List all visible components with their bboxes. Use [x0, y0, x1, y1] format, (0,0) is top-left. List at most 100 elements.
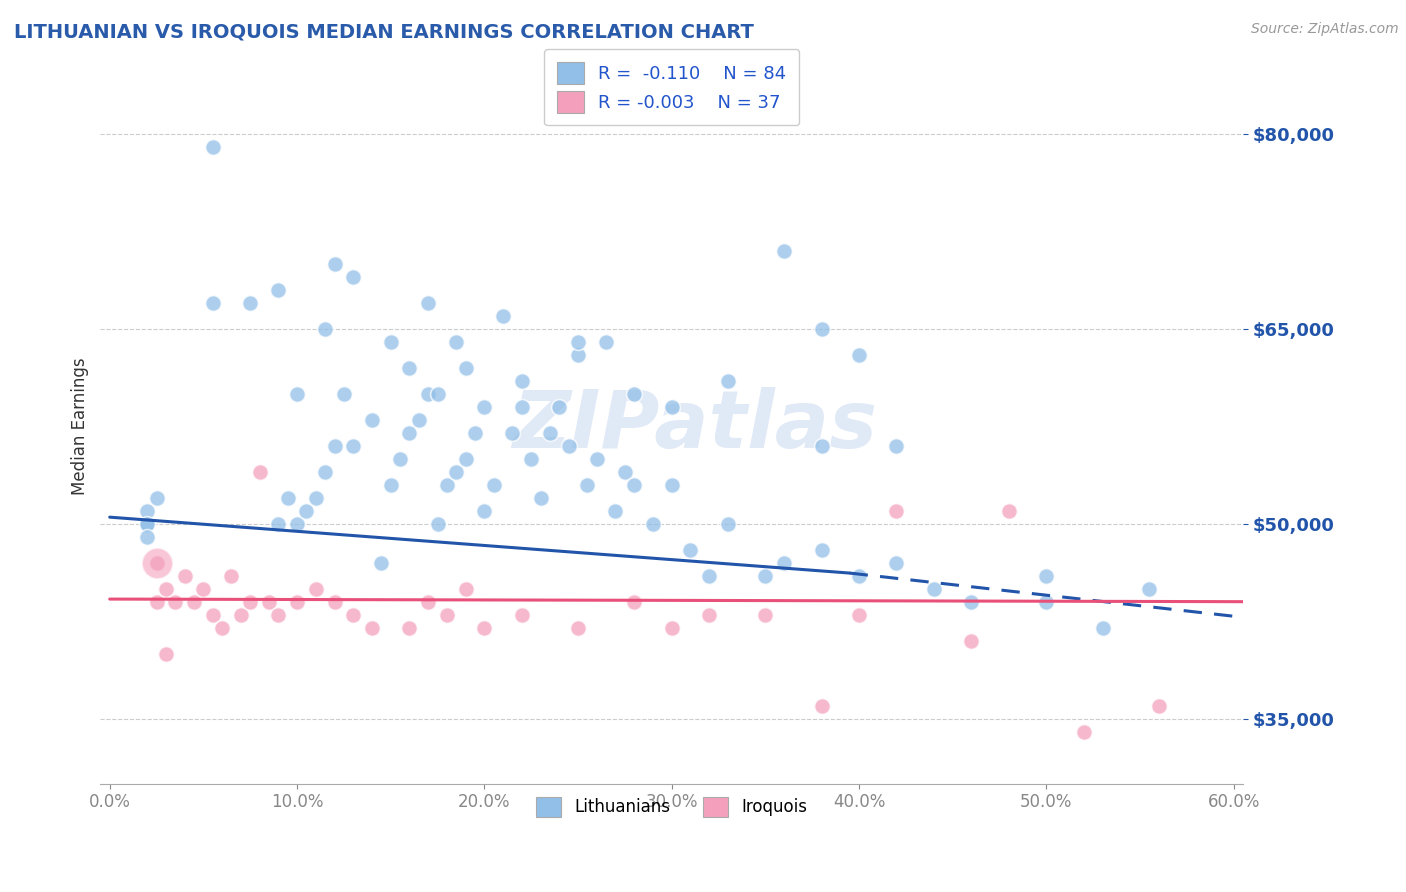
Point: [173, 568, 195, 582]
Point: [165, 595, 187, 609]
Point: [418, 595, 440, 609]
Point: [810, 439, 832, 453]
Point: [510, 374, 533, 388]
Point: [510, 607, 533, 622]
Point: [239, 295, 262, 310]
Y-axis label: Median Earnings: Median Earnings: [72, 358, 89, 495]
Point: [623, 595, 645, 609]
Point: [285, 386, 308, 401]
Point: [623, 386, 645, 401]
Point: [446, 465, 468, 479]
Point: [567, 334, 589, 349]
Point: [295, 503, 318, 517]
Point: [548, 400, 571, 414]
Point: [1147, 698, 1170, 713]
Point: [285, 595, 308, 609]
Point: [398, 360, 420, 375]
Point: [211, 621, 233, 635]
Point: [446, 334, 468, 349]
Point: [922, 582, 945, 596]
Point: [333, 386, 356, 401]
Point: [380, 477, 402, 491]
Point: [754, 568, 776, 582]
Point: [454, 451, 477, 466]
Point: [323, 595, 346, 609]
Point: [576, 477, 599, 491]
Point: [426, 386, 449, 401]
Point: [492, 309, 515, 323]
Point: [136, 530, 159, 544]
Point: [613, 465, 636, 479]
Point: [155, 647, 177, 661]
Point: [773, 556, 796, 570]
Point: [1073, 724, 1095, 739]
Point: [641, 516, 664, 531]
Point: [257, 595, 280, 609]
Point: [305, 582, 328, 596]
Point: [661, 477, 683, 491]
Point: [960, 633, 983, 648]
Point: [380, 334, 402, 349]
Point: [342, 269, 364, 284]
Point: [1035, 568, 1057, 582]
Point: [998, 503, 1021, 517]
Point: [183, 595, 205, 609]
Point: [221, 568, 243, 582]
Point: [474, 621, 496, 635]
Point: [454, 360, 477, 375]
Point: [848, 607, 870, 622]
Point: [567, 348, 589, 362]
Point: [145, 595, 167, 609]
Point: [136, 516, 159, 531]
Point: [145, 556, 167, 570]
Point: [454, 582, 477, 596]
Text: ZIPatlas: ZIPatlas: [512, 387, 877, 465]
Point: [538, 425, 561, 440]
Point: [342, 607, 364, 622]
Point: [501, 425, 523, 440]
Point: [697, 607, 720, 622]
Point: [1137, 582, 1160, 596]
Point: [136, 503, 159, 517]
Point: [305, 491, 328, 505]
Point: [474, 503, 496, 517]
Point: [193, 582, 215, 596]
Point: [426, 516, 449, 531]
Point: [239, 595, 262, 609]
Point: [661, 621, 683, 635]
Point: [886, 503, 908, 517]
Point: [697, 568, 720, 582]
Point: [201, 139, 224, 153]
Point: [408, 412, 430, 426]
Text: LITHUANIAN VS IROQUOIS MEDIAN EARNINGS CORRELATION CHART: LITHUANIAN VS IROQUOIS MEDIAN EARNINGS C…: [14, 22, 754, 41]
Point: [155, 582, 177, 596]
Point: [960, 595, 983, 609]
Point: [145, 556, 167, 570]
Point: [529, 491, 551, 505]
Point: [229, 607, 252, 622]
Point: [810, 542, 832, 557]
Point: [285, 516, 308, 531]
Point: [1091, 621, 1114, 635]
Point: [201, 607, 224, 622]
Point: [398, 425, 420, 440]
Point: [717, 516, 740, 531]
Point: [1035, 595, 1057, 609]
Point: [418, 295, 440, 310]
Point: [267, 516, 290, 531]
Point: [267, 283, 290, 297]
Point: [717, 374, 740, 388]
Point: [886, 556, 908, 570]
Point: [361, 621, 384, 635]
Point: [810, 698, 832, 713]
Point: [754, 607, 776, 622]
Point: [661, 400, 683, 414]
Point: [323, 256, 346, 270]
Point: [773, 244, 796, 258]
Point: [679, 542, 702, 557]
Point: [474, 400, 496, 414]
Point: [249, 465, 271, 479]
Point: [398, 621, 420, 635]
Point: [520, 451, 543, 466]
Point: [145, 491, 167, 505]
